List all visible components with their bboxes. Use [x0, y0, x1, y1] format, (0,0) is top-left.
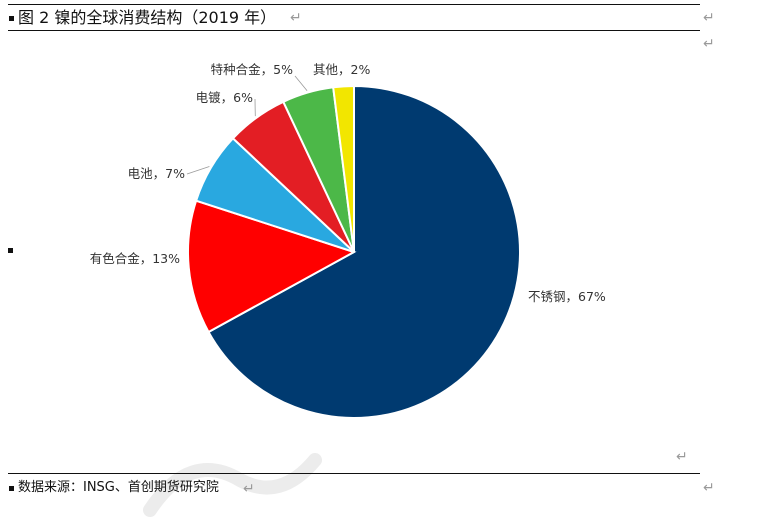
- leader-line-battery: [187, 167, 209, 175]
- pie-label-other: 其他，2%: [313, 62, 370, 77]
- pie-label-battery: 电池，7%: [128, 166, 185, 181]
- paragraph-mark-right-3: ↵: [703, 481, 715, 495]
- pie-label-stainless-steel: 不锈钢，67%: [528, 289, 606, 304]
- leader-line-special-alloy: [295, 76, 307, 91]
- pie-chart: 不锈钢，67% 有色合金，13% 电池，7% 电镀，6% 特种合金，5% 其他，2%: [0, 0, 778, 470]
- source-bullet: [9, 486, 14, 491]
- paragraph-mark-chart: ↵: [676, 450, 688, 464]
- pie-label-electroplating: 电镀，6%: [196, 90, 253, 105]
- pie-slices: [188, 86, 520, 418]
- pie-label-nonferrous-alloy: 有色合金，13%: [90, 251, 180, 266]
- paragraph-mark-source: ↵: [243, 482, 255, 496]
- pie-label-special-alloy: 特种合金，5%: [211, 62, 293, 77]
- source-rule: [8, 473, 700, 474]
- source-note: 数据来源：INSG、首创期货研究院: [18, 479, 219, 497]
